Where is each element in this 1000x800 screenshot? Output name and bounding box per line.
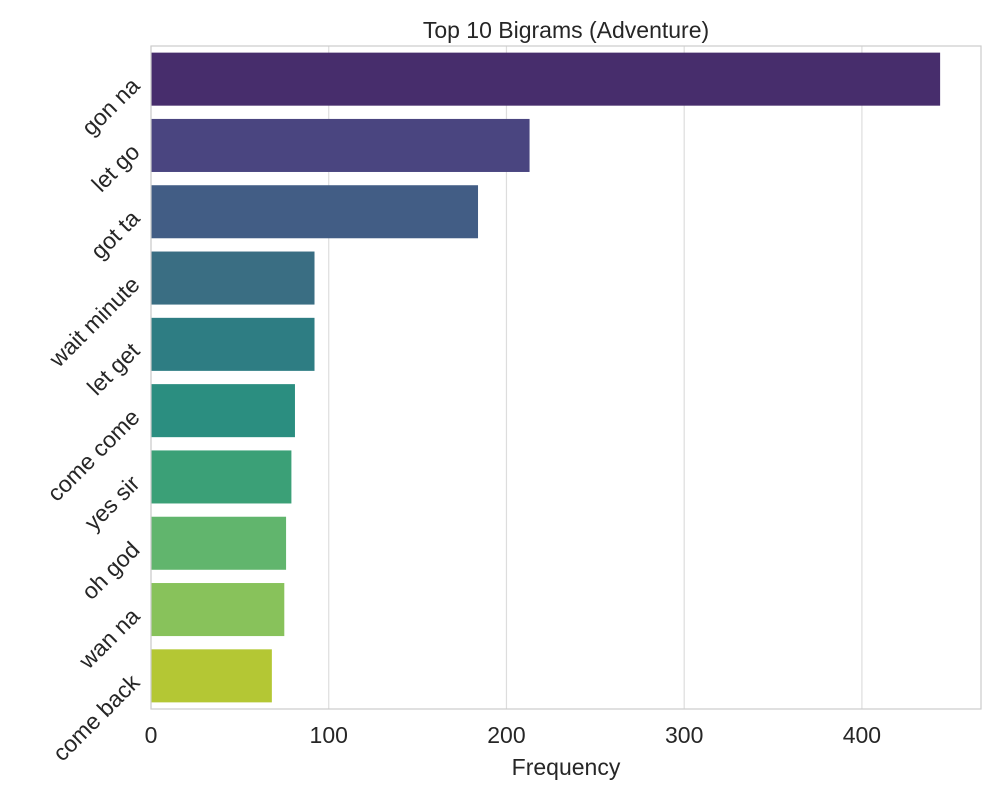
y-tick-label-let-go: let go	[86, 139, 144, 197]
x-tick-label-3: 300	[665, 722, 703, 748]
y-tick-label-let-get: let get	[82, 337, 145, 400]
x-tick-label-4: 400	[843, 722, 881, 748]
bar-wait-minute	[151, 251, 315, 305]
plot-frame	[150, 45, 982, 710]
bar-let-get	[151, 317, 315, 371]
bar-let-go	[151, 118, 530, 172]
chart-title: Top 10 Bigrams (Adventure)	[423, 17, 709, 43]
y-tick-label-oh-god: oh god	[76, 536, 144, 604]
x-tick-label-0: 0	[145, 722, 158, 748]
bar-oh-god	[151, 516, 287, 570]
x-tick-label-2: 200	[487, 722, 525, 748]
bar-wan-na	[151, 583, 285, 637]
y-tick-label-got-ta: got ta	[85, 205, 144, 264]
x-tick-labels: 0 100 200 300 400	[145, 722, 882, 748]
bar-come-come	[151, 384, 295, 438]
x-axis-label: Frequency	[512, 754, 621, 780]
bars	[151, 52, 941, 703]
y-tick-label-wan-na: wan na	[73, 603, 145, 675]
y-tick-label-yes-sir: yes sir	[79, 470, 145, 536]
bar-got-ta	[151, 185, 479, 239]
x-tick-label-1: 100	[310, 722, 348, 748]
bar-yes-sir	[151, 450, 292, 504]
bar-gon-na	[151, 52, 941, 106]
bar-come-back	[151, 649, 272, 703]
y-tick-label-come-back: come back	[48, 669, 145, 766]
y-tick-label-gon-na: gon na	[76, 72, 144, 140]
